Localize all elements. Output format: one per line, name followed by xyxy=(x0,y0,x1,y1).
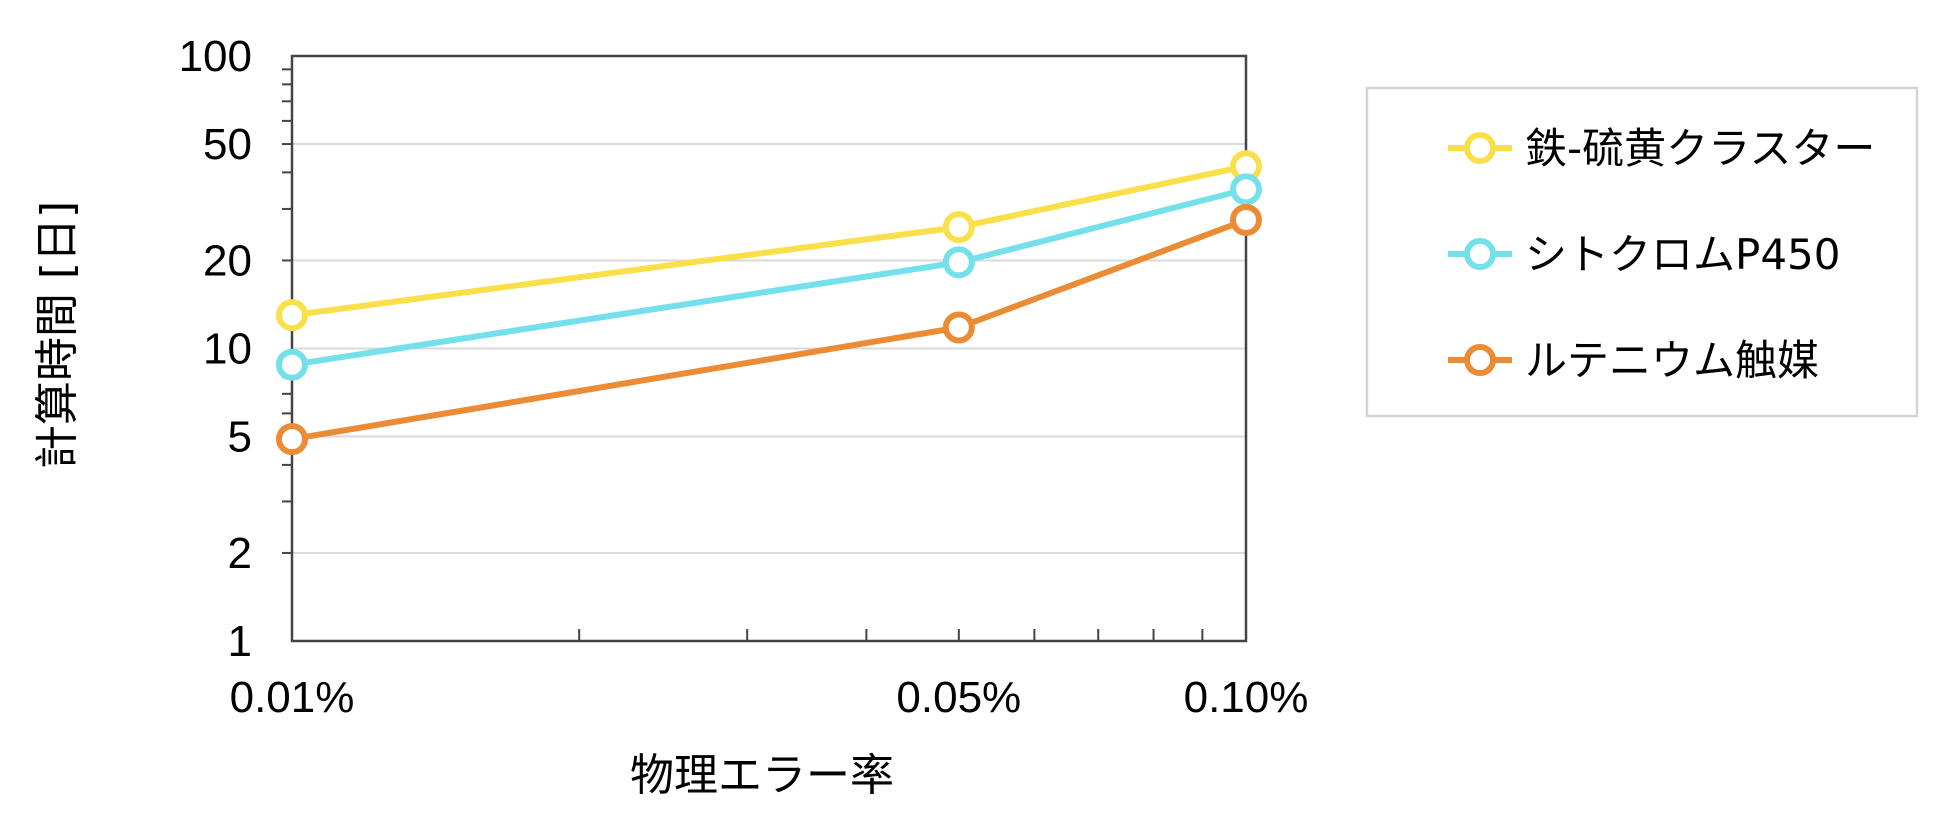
data-point xyxy=(942,311,975,344)
y-tick-labels: 1 2 5 10 20 50 100 xyxy=(179,32,252,666)
plot-area-frame xyxy=(290,54,1248,643)
legend-label: シトクロムP450 xyxy=(1525,230,1841,279)
data-point xyxy=(276,348,308,381)
data-point xyxy=(1230,173,1262,206)
data-point xyxy=(1230,203,1262,236)
data-point xyxy=(276,423,308,456)
y-tick-label: 50 xyxy=(203,120,252,169)
data-point xyxy=(276,299,308,332)
legend-label: ルテニウム触媒 xyxy=(1525,336,1819,385)
x-tick-label: 0.05% xyxy=(896,673,1021,722)
y-tick-label: 5 xyxy=(228,413,252,462)
series-points xyxy=(276,150,1262,456)
x-tick-labels: 0.01% 0.05% 0.10% xyxy=(230,673,1309,722)
y-axis-title: 計算時間 [日] xyxy=(32,201,83,469)
y-tick-label: 100 xyxy=(179,32,252,81)
legend-swatch-marker xyxy=(1464,132,1496,164)
y-tick-label: 1 xyxy=(228,617,252,666)
gridlines xyxy=(292,143,1246,554)
y-tick-label: 2 xyxy=(228,529,252,578)
x-tick-label: 0.01% xyxy=(230,673,355,722)
x-axis-title: 物理エラー率 xyxy=(630,750,894,801)
y-tick-label: 10 xyxy=(203,325,252,374)
minor-ticks xyxy=(282,68,1204,641)
series-lines xyxy=(291,163,1248,443)
series-line xyxy=(291,186,1247,368)
legend-label: 鉄-硫黄クラスター xyxy=(1525,124,1875,173)
x-tick-label: 0.10% xyxy=(1184,673,1309,722)
y-tick-label: 20 xyxy=(203,236,252,285)
data-point xyxy=(942,246,975,279)
legend-swatch-marker xyxy=(1464,344,1496,376)
data-point xyxy=(942,211,975,244)
legend-swatch-marker xyxy=(1464,238,1496,270)
